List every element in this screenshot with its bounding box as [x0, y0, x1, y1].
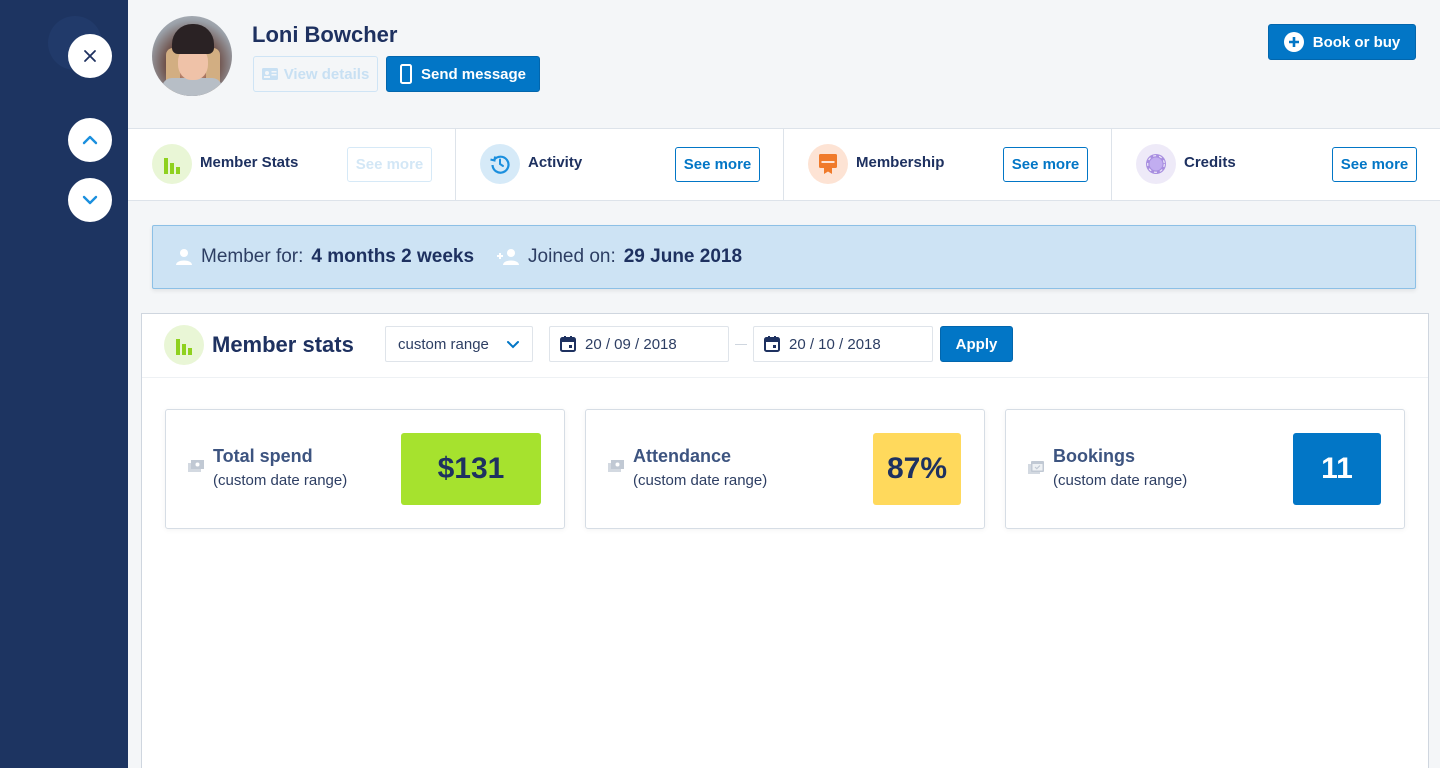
date-from-input[interactable]: 20 / 09 / 2018	[549, 326, 729, 362]
chevron-down-icon	[82, 195, 98, 205]
book-or-buy-button[interactable]: Book or buy	[1268, 24, 1416, 60]
panel-title: Member stats	[212, 332, 354, 357]
date-range-select[interactable]: custom range	[385, 326, 533, 362]
stat-card-total-spend: Total spend (custom date range) $131	[165, 409, 565, 529]
membership-card-icon	[808, 144, 848, 184]
history-icon	[480, 144, 520, 184]
membership-info-banner: Member for: 4 months 2 weeks Joined on: …	[152, 225, 1416, 289]
calendar-icon	[764, 336, 780, 352]
tab-label: Credits	[1184, 154, 1236, 171]
stat-value: $131	[401, 433, 541, 505]
date-separator	[735, 344, 747, 345]
avatar	[152, 16, 232, 96]
tab-credits[interactable]: Credits See more	[1112, 129, 1440, 200]
tab-member-stats[interactable]: Member Stats See more	[128, 129, 456, 200]
date-to-input[interactable]: 20 / 10 / 2018	[753, 326, 933, 362]
joined-on-value: 29 June 2018	[623, 246, 743, 267]
next-member-button[interactable]	[68, 178, 112, 222]
money-icon	[188, 460, 204, 472]
chevron-down-icon	[507, 341, 519, 349]
date-range-selected: custom range	[398, 335, 489, 353]
stat-card-attendance: Attendance (custom date range) 87%	[585, 409, 985, 529]
stat-value: 87%	[873, 433, 961, 505]
bar-chart-icon	[152, 144, 192, 184]
see-more-button[interactable]: See more	[1003, 147, 1088, 182]
stat-card-bookings: Bookings (custom date range) 11	[1005, 409, 1405, 529]
stat-subtitle: (custom date range)	[633, 472, 768, 489]
money-icon	[608, 460, 624, 472]
joined-on: Joined on: 29 June 2018	[496, 246, 742, 268]
credits-coin-icon	[1136, 144, 1176, 184]
close-icon	[84, 50, 96, 62]
apply-button[interactable]: Apply	[940, 326, 1013, 362]
calendar-check-icon	[1028, 461, 1044, 474]
previous-member-button[interactable]	[68, 118, 112, 162]
member-for-value: 4 months 2 weeks	[311, 246, 475, 267]
chevron-up-icon	[82, 135, 98, 145]
stat-subtitle: (custom date range)	[213, 472, 348, 489]
see-more-button[interactable]: See more	[675, 147, 760, 182]
member-name: Loni Bowcher	[252, 22, 398, 47]
id-card-icon	[261, 68, 278, 80]
tab-membership[interactable]: Membership See more	[784, 129, 1112, 200]
section-tabs: Member Stats See more Activity See more …	[128, 128, 1440, 201]
calendar-icon	[560, 336, 576, 352]
stat-title: Attendance	[633, 446, 732, 466]
view-details-button[interactable]: View details	[253, 56, 378, 92]
send-message-label: Send message	[420, 65, 527, 83]
stat-title: Bookings	[1053, 446, 1136, 466]
mobile-phone-icon	[399, 64, 412, 84]
bar-chart-icon	[164, 325, 204, 365]
member-stats-toolbar: Member stats custom range 20 / 09 / 2018…	[142, 314, 1428, 378]
view-details-label: View details	[283, 65, 370, 83]
member-for: Member for: 4 months 2 weeks	[175, 246, 474, 268]
joined-on-label: Joined on:	[528, 246, 616, 267]
date-from-value: 20 / 09 / 2018	[585, 335, 677, 353]
member-stats-panel: Member stats custom range 20 / 09 / 2018…	[141, 313, 1429, 768]
member-for-label: Member for:	[201, 246, 304, 267]
stat-subtitle: (custom date range)	[1053, 472, 1188, 489]
tab-label: Membership	[856, 154, 945, 171]
add-user-icon	[497, 249, 520, 265]
see-more-button[interactable]: See more	[1332, 147, 1417, 182]
date-to-value: 20 / 10 / 2018	[789, 335, 881, 353]
book-or-buy-label: Book or buy	[1312, 33, 1401, 51]
stat-value: 11	[1293, 433, 1381, 505]
sidebar	[0, 0, 128, 768]
tab-label: Activity	[528, 154, 583, 171]
close-button[interactable]	[68, 34, 112, 78]
plus-circle-icon	[1283, 32, 1304, 52]
user-icon	[176, 249, 192, 265]
see-more-button[interactable]: See more	[347, 147, 432, 182]
tab-label: Member Stats	[200, 154, 299, 171]
stat-title: Total spend	[213, 446, 313, 466]
member-header: Loni Bowcher View details Send message B…	[128, 0, 1440, 128]
send-message-button[interactable]: Send message	[386, 56, 540, 92]
tab-activity[interactable]: Activity See more	[456, 129, 784, 200]
